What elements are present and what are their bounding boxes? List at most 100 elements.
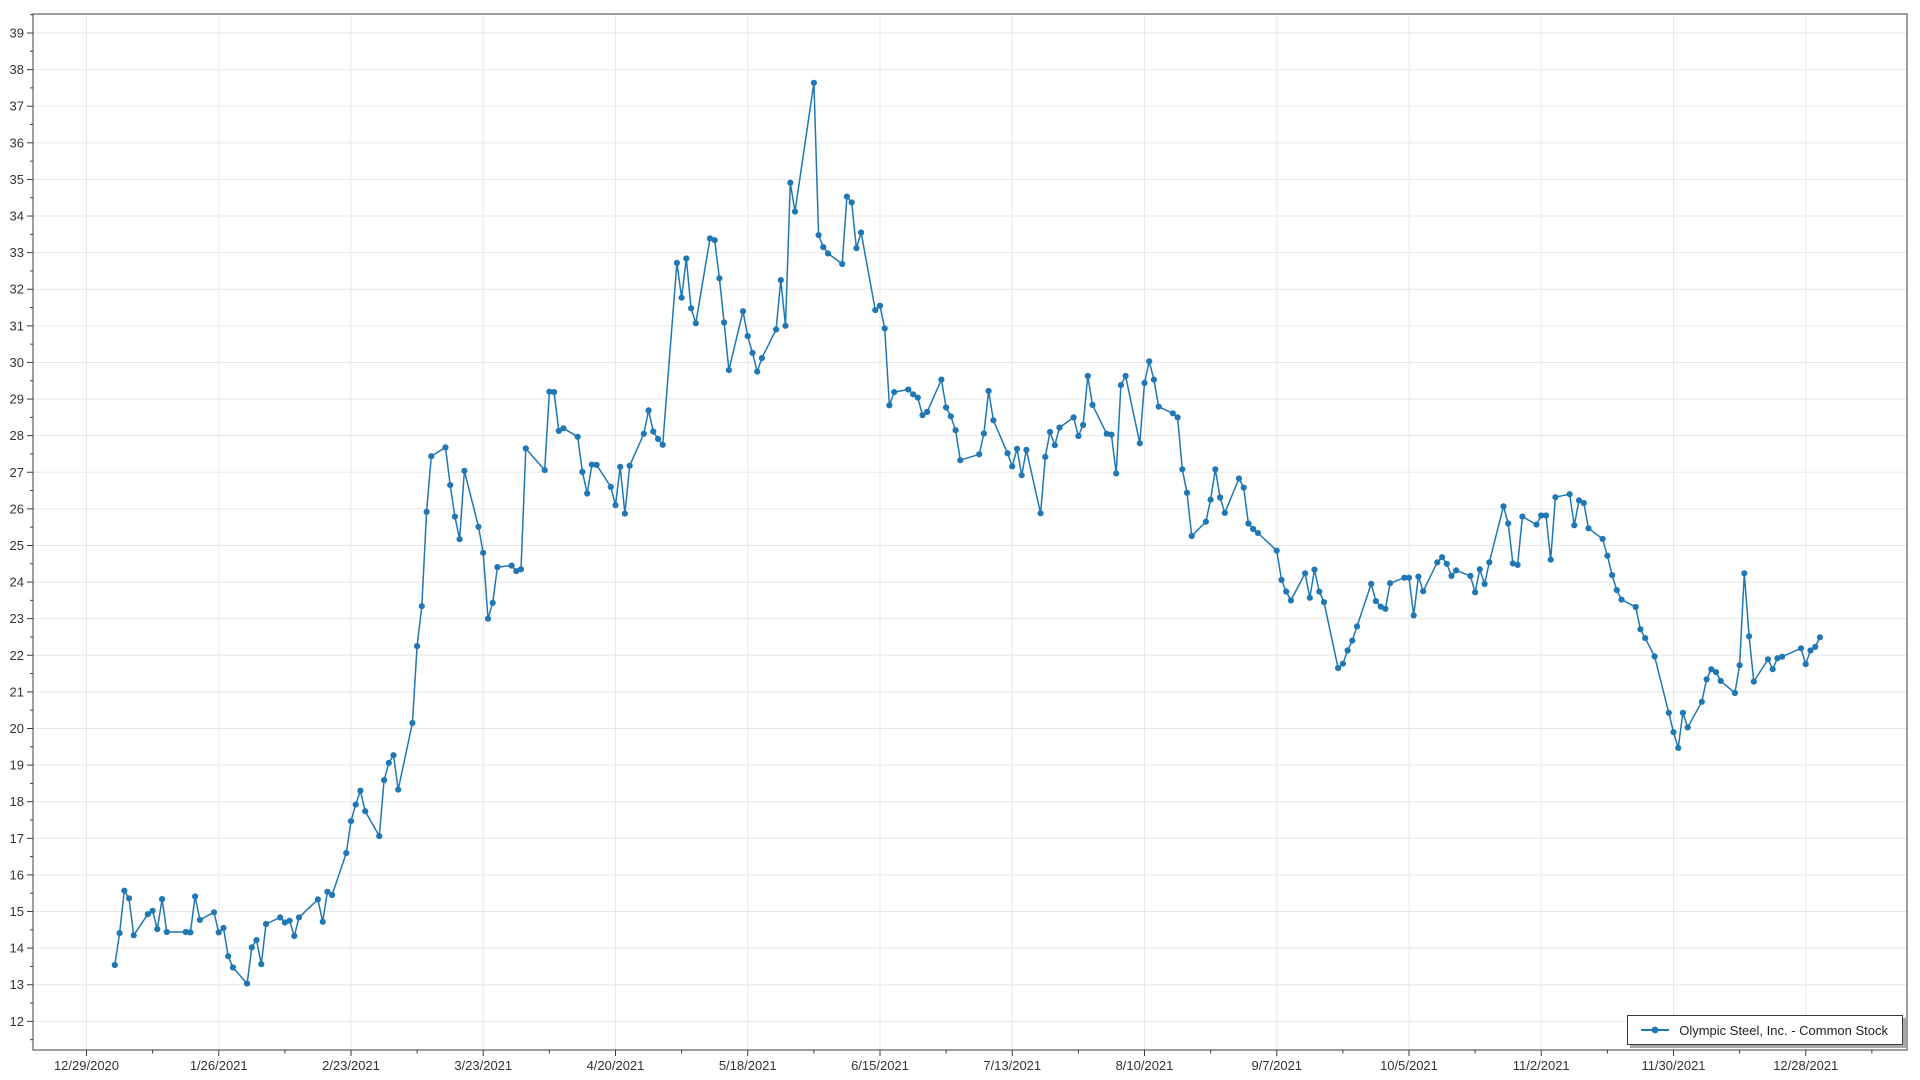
data-point-marker bbox=[659, 441, 666, 448]
data-point-marker bbox=[1250, 525, 1257, 533]
x-axis-tick-label: 8/10/2021 bbox=[1116, 1058, 1174, 1073]
y-axis-tick-label: 35 bbox=[10, 172, 24, 187]
data-point-marker bbox=[1453, 567, 1460, 574]
data-point-marker bbox=[541, 467, 548, 474]
data-point-marker bbox=[650, 428, 657, 435]
data-point-marker bbox=[593, 461, 600, 468]
data-point-marker bbox=[1254, 529, 1261, 537]
data-point-marker bbox=[891, 389, 898, 396]
data-point-marker bbox=[621, 510, 629, 517]
data-point-marker bbox=[1741, 570, 1748, 577]
data-point-marker bbox=[1542, 512, 1550, 519]
data-point-marker bbox=[1642, 635, 1649, 642]
data-point-marker bbox=[130, 932, 137, 939]
data-point-marker bbox=[1117, 382, 1124, 389]
data-point-marker bbox=[1075, 432, 1082, 440]
y-axis-tick-label: 21 bbox=[10, 684, 24, 699]
data-point-marker bbox=[1703, 676, 1710, 683]
y-axis-tick-label: 37 bbox=[10, 99, 24, 114]
data-point-marker bbox=[489, 599, 496, 607]
data-point-marker bbox=[1013, 445, 1021, 452]
data-point-marker bbox=[1353, 623, 1361, 630]
data-point-marker bbox=[1302, 570, 1309, 577]
plot-border bbox=[32, 13, 1908, 1051]
y-axis-tick-label: 26 bbox=[10, 501, 24, 516]
data-point-marker bbox=[1571, 522, 1578, 529]
data-point-marker bbox=[706, 235, 714, 242]
data-point-marker bbox=[1141, 379, 1148, 386]
data-point-marker bbox=[1188, 532, 1195, 540]
data-point-marker bbox=[1212, 466, 1219, 473]
data-point-marker bbox=[1023, 446, 1030, 453]
data-point-marker bbox=[692, 320, 699, 327]
data-point-marker bbox=[976, 451, 983, 458]
data-point-marker bbox=[1439, 554, 1446, 561]
data-point-marker bbox=[919, 412, 926, 419]
data-point-marker bbox=[1245, 520, 1252, 527]
data-point-marker bbox=[1070, 414, 1077, 421]
data-point-marker bbox=[116, 930, 123, 937]
data-point-marker bbox=[1042, 453, 1049, 460]
data-point-marker bbox=[229, 964, 236, 971]
data-point-marker bbox=[517, 566, 525, 573]
data-point-marker bbox=[1306, 594, 1313, 601]
data-point-marker bbox=[1769, 666, 1776, 673]
data-point-marker bbox=[782, 322, 789, 329]
data-point-marker bbox=[1514, 561, 1521, 569]
data-point-marker bbox=[588, 461, 596, 468]
data-point-marker bbox=[683, 255, 690, 262]
y-axis-tick-label: 14 bbox=[10, 941, 24, 956]
data-point-marker bbox=[957, 457, 964, 464]
data-point-marker bbox=[381, 777, 388, 784]
data-point-marker bbox=[1155, 403, 1162, 410]
data-point-marker bbox=[258, 961, 265, 968]
data-point-marker bbox=[362, 808, 369, 815]
data-point-marker bbox=[1221, 509, 1228, 516]
legend-series-label: Olympic Steel, Inc. - Common Stock bbox=[1679, 1022, 1888, 1038]
data-point-marker bbox=[1472, 589, 1479, 596]
data-point-marker bbox=[121, 887, 128, 894]
data-point-marker bbox=[824, 250, 832, 257]
data-point-marker bbox=[626, 462, 633, 469]
data-point-marker bbox=[1443, 560, 1450, 567]
data-point-marker bbox=[451, 513, 458, 520]
data-point-marker bbox=[1807, 647, 1814, 654]
x-axis-tick-label: 7/13/2021 bbox=[983, 1058, 1041, 1073]
data-point-marker bbox=[1311, 566, 1318, 573]
y-axis-tick-label: 15 bbox=[10, 904, 24, 919]
data-point-marker bbox=[1009, 463, 1016, 470]
data-point-marker bbox=[111, 961, 118, 969]
data-point-marker bbox=[418, 603, 425, 610]
y-axis-tick-label: 39 bbox=[10, 26, 24, 41]
data-point-marker bbox=[1481, 580, 1488, 588]
data-point-marker bbox=[546, 388, 553, 395]
data-point-marker bbox=[721, 319, 728, 326]
data-point-marker bbox=[1637, 626, 1644, 633]
data-point-marker bbox=[1387, 580, 1394, 587]
data-point-marker bbox=[225, 953, 232, 960]
data-point-marker bbox=[215, 929, 222, 936]
data-point-marker bbox=[196, 916, 203, 924]
legend: Olympic Steel, Inc. - Common Stock bbox=[1627, 1015, 1903, 1045]
data-point-marker bbox=[475, 523, 482, 530]
data-point-marker bbox=[1339, 660, 1346, 667]
data-point-marker bbox=[617, 463, 624, 470]
data-point-marker bbox=[1113, 470, 1120, 477]
x-axis-tick-label: 10/5/2021 bbox=[1380, 1058, 1438, 1073]
data-point-marker bbox=[1122, 372, 1129, 380]
data-point-marker bbox=[777, 277, 784, 284]
data-point-marker bbox=[324, 888, 331, 895]
data-point-marker bbox=[1316, 588, 1323, 595]
data-point-marker bbox=[1080, 421, 1087, 429]
data-point-marker bbox=[1533, 521, 1540, 528]
data-point-marker bbox=[1547, 556, 1554, 563]
data-point-marker bbox=[1056, 424, 1063, 431]
y-axis-tick-label: 36 bbox=[10, 135, 24, 150]
data-point-marker bbox=[522, 445, 529, 452]
data-point-marker bbox=[1278, 576, 1285, 584]
data-point-marker bbox=[1618, 596, 1625, 603]
data-point-marker bbox=[1774, 655, 1781, 662]
data-point-marker bbox=[654, 435, 662, 442]
